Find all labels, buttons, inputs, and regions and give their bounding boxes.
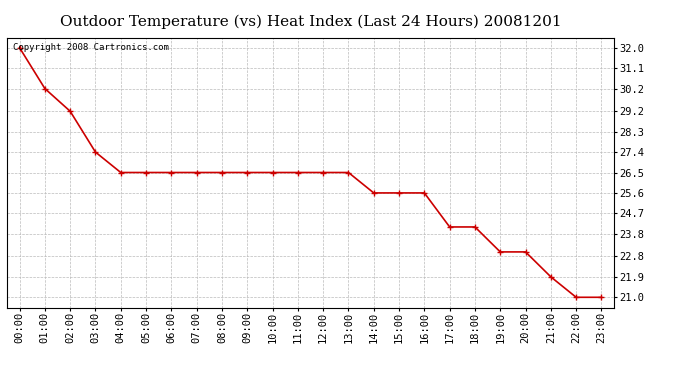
Text: Outdoor Temperature (vs) Heat Index (Last 24 Hours) 20081201: Outdoor Temperature (vs) Heat Index (Las… — [60, 15, 561, 29]
Text: Copyright 2008 Cartronics.com: Copyright 2008 Cartronics.com — [13, 43, 169, 52]
